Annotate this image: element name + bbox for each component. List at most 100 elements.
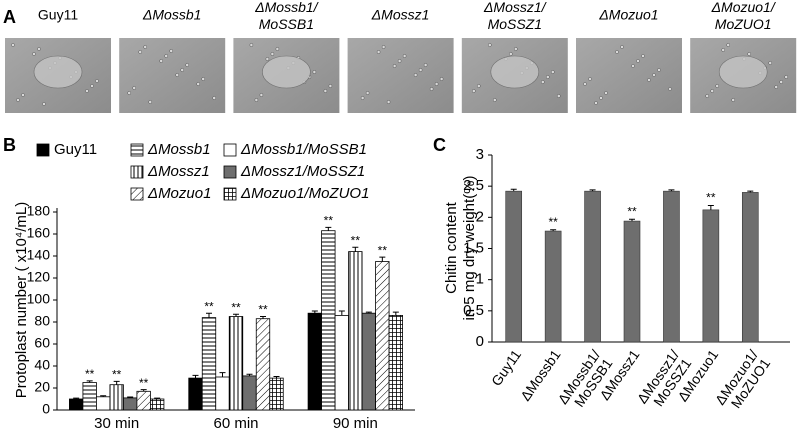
cell <box>143 45 148 49</box>
bar <box>215 376 230 411</box>
error-bar <box>550 229 557 232</box>
y-tick-label: 140 <box>27 247 51 263</box>
legend-swatch <box>130 187 144 201</box>
bar <box>702 209 720 343</box>
legend-swatch <box>223 143 237 157</box>
error-bar <box>273 375 280 379</box>
micrograph <box>119 38 226 113</box>
cell <box>413 73 418 77</box>
cell <box>668 87 672 91</box>
y-tick-label: 40 <box>34 357 50 373</box>
error-bar <box>206 312 212 318</box>
cell <box>710 89 715 93</box>
cell <box>95 79 99 83</box>
cell <box>423 63 428 67</box>
panel-label: C <box>433 135 446 155</box>
bar <box>201 317 217 411</box>
significance: ** <box>85 367 95 381</box>
cell <box>175 73 180 77</box>
y-tick-label: 100 <box>27 291 51 307</box>
error-bar <box>219 372 226 377</box>
bar <box>109 384 124 411</box>
significance: ** <box>627 204 637 218</box>
significance: ** <box>139 376 149 390</box>
error-bar <box>352 246 359 252</box>
y-tick-label: 3 <box>476 146 484 163</box>
image-label: ΔMozuo1 <box>598 7 658 23</box>
bar <box>375 261 390 411</box>
cell <box>429 87 434 91</box>
image-label: ΔMossb1 <box>142 7 201 23</box>
legend-swatch <box>223 187 237 201</box>
error-bar <box>73 397 80 399</box>
cell <box>492 98 497 102</box>
bar <box>388 314 403 411</box>
significance: ** <box>112 368 122 382</box>
cell <box>471 89 476 93</box>
significance: ** <box>378 243 388 257</box>
cell <box>132 86 137 90</box>
bar <box>741 192 759 343</box>
x-tick-label: 90 min <box>333 415 378 432</box>
bar <box>188 377 203 411</box>
cell <box>381 45 386 49</box>
cell <box>212 96 217 100</box>
legend-swatch <box>36 143 50 157</box>
cell <box>159 59 164 63</box>
cell <box>784 75 789 79</box>
legend-swatch <box>130 143 144 157</box>
bar <box>321 230 336 411</box>
error-bar <box>379 256 386 262</box>
error-bar <box>338 310 345 316</box>
cell <box>476 84 481 88</box>
colony <box>33 55 83 89</box>
cell <box>138 50 143 54</box>
panel-label: A <box>3 7 16 27</box>
legend-label: ΔMozuo1/MoZUO1 <box>240 185 369 202</box>
y-tick-label: 160 <box>27 225 51 241</box>
bar <box>123 397 138 411</box>
cell <box>90 84 94 88</box>
legend-label: Guy11 <box>54 141 97 158</box>
cell <box>402 54 407 58</box>
cell <box>731 98 736 102</box>
error-bar <box>747 190 754 193</box>
cell <box>254 98 259 102</box>
bar <box>663 190 680 343</box>
y-tick-label: 20 <box>34 379 50 395</box>
bar <box>361 312 376 411</box>
image-label: ΔMossz1/MoSSZ1 <box>483 0 548 32</box>
bar <box>269 377 284 411</box>
error-bar <box>392 311 399 316</box>
cell <box>392 64 397 68</box>
cell <box>249 43 254 47</box>
cell <box>721 48 726 52</box>
panel-c: C Chitin content in 5 mg dry weight(%) 0 0.5… <box>433 135 790 417</box>
cell <box>508 52 513 56</box>
colony <box>262 55 311 89</box>
cell <box>652 73 656 77</box>
colony <box>718 55 768 89</box>
legend-swatch <box>223 165 237 179</box>
significance: ** <box>548 215 558 229</box>
cell <box>196 82 201 86</box>
cell <box>418 68 423 72</box>
cell <box>265 57 270 61</box>
cell <box>715 84 720 88</box>
x-tick-label: ΔMozuo1/MoZUO1 <box>711 347 773 417</box>
cell <box>487 43 492 47</box>
cell <box>779 80 784 84</box>
bar <box>69 398 84 411</box>
cell <box>312 70 317 74</box>
x-tick-label: 60 min <box>213 415 258 432</box>
y-tick-label: 1.5 <box>463 239 484 256</box>
cell <box>21 93 25 97</box>
error-bar <box>140 389 147 392</box>
micrograph <box>576 38 682 113</box>
image-label: Guy11 <box>38 7 78 23</box>
cell <box>583 82 587 86</box>
image-label: ΔMossb1/MoSSB1 <box>254 0 319 32</box>
cell <box>550 70 555 74</box>
cell <box>386 100 391 104</box>
error-bar <box>113 380 120 385</box>
